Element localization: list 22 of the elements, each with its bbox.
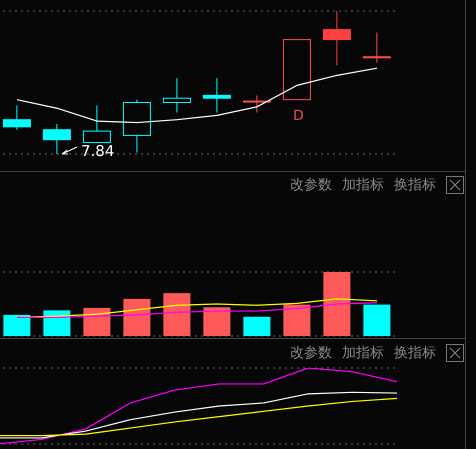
candlestick: [202, 78, 231, 114]
bar: [203, 307, 230, 336]
bar: [363, 304, 390, 336]
bar: [123, 298, 150, 336]
text: 换指标: [394, 344, 436, 362]
bar: [3, 314, 30, 336]
candlestick: [162, 78, 191, 114]
bar: [163, 293, 190, 336]
bar: [323, 272, 350, 336]
candlestick: [322, 11, 351, 66]
candlestick: [122, 99, 151, 154]
annotation: 7.84: [80, 142, 116, 160]
annotation: D: [292, 108, 305, 124]
text: 改参数: [290, 344, 332, 362]
bar: [43, 310, 70, 336]
bar: [243, 316, 270, 336]
bar: [283, 304, 310, 336]
text: 加指标: [342, 344, 384, 362]
text: 加指标: [342, 176, 384, 194]
text: 改参数: [290, 176, 332, 194]
bar: [83, 308, 110, 336]
text: 换指标: [394, 176, 436, 194]
